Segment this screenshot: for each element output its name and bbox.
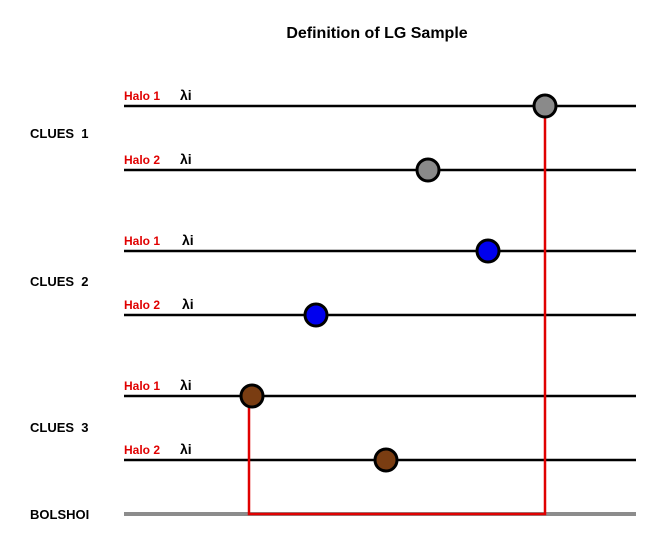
- halo-label-clues3-halo1: Halo 1: [124, 379, 160, 393]
- connector-path: [247, 106, 547, 516]
- lambda-label-clues1-halo2: λi: [180, 151, 192, 167]
- blue-marker-icon: [303, 302, 329, 328]
- gray-marker-icon: [415, 157, 441, 183]
- lambda-label-clues3-halo1: λi: [180, 377, 192, 393]
- halo-label-clues2-halo2: Halo 2: [124, 298, 160, 312]
- bolshoi-label: BOLSHOI: [30, 507, 89, 522]
- brown-marker-icon: [239, 383, 265, 409]
- lambda-label-clues2-halo2: λi: [182, 296, 194, 312]
- group-label-clues-3: CLUES 3: [30, 420, 89, 435]
- gray-marker-icon: [532, 93, 558, 119]
- group-label-clues-1: CLUES 1: [30, 126, 89, 141]
- halo-label-clues1-halo2: Halo 2: [124, 153, 160, 167]
- diagram-title: Definition of LG Sample: [286, 25, 467, 42]
- blue-marker-icon: [475, 238, 501, 264]
- lambda-label-clues2-halo1: λi: [182, 232, 194, 248]
- halo-label-clues2-halo1: Halo 1: [124, 234, 160, 248]
- lambda-label-clues1-halo1: λi: [180, 87, 192, 103]
- markers: [239, 93, 558, 473]
- brown-marker-icon: [373, 447, 399, 473]
- group-label-clues-2: CLUES 2: [30, 274, 89, 289]
- halo-label-clues3-halo2: Halo 2: [124, 443, 160, 457]
- halo-label-clues1-halo1: Halo 1: [124, 89, 160, 103]
- bolshoi-connector: [247, 106, 547, 516]
- lambda-label-clues3-halo2: λi: [180, 441, 192, 457]
